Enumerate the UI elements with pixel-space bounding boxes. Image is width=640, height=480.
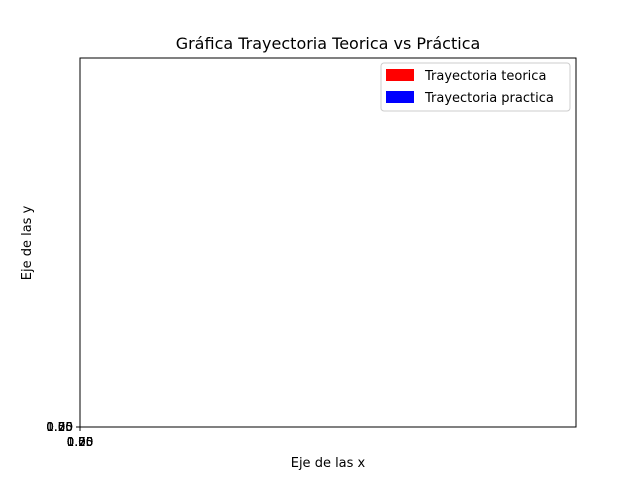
legend-swatch-practica bbox=[386, 91, 414, 103]
legend-frame bbox=[380, 62, 571, 112]
legend: Trayectoria teorica Trayectoria practica bbox=[380, 62, 571, 112]
y-tick-label: 0.00 bbox=[46, 420, 73, 434]
legend-swatch-teorica bbox=[386, 69, 414, 81]
x-tick-label: 0.75 bbox=[67, 435, 94, 449]
y-tick-label: 0.75 bbox=[46, 420, 73, 434]
legend-label-practica: Trayectoria practica bbox=[424, 91, 554, 106]
y-tick-label: 0.50 bbox=[46, 420, 73, 434]
x-tick-label: 1.00 bbox=[67, 435, 94, 449]
y-axis-label: Eje de las y bbox=[20, 205, 35, 280]
y-axis-ticks: 0.000.250.500.751.00 bbox=[46, 420, 80, 434]
y-tick-label: 1.00 bbox=[46, 420, 73, 434]
x-tick-label: 0.50 bbox=[67, 435, 94, 449]
plot-area bbox=[79, 57, 577, 428]
x-tick-label: 0.00 bbox=[67, 435, 94, 449]
chart-title: Gráfica Trayectoria Teorica vs Práctica bbox=[176, 34, 481, 53]
legend-label-teorica: Trayectoria teorica bbox=[424, 69, 546, 84]
y-tick-label: 0.25 bbox=[46, 420, 73, 434]
x-axis-label: Eje de las x bbox=[291, 456, 366, 471]
x-tick-label: 0.25 bbox=[67, 435, 94, 449]
x-axis-ticks: 0.000.250.500.751.00 bbox=[67, 427, 94, 449]
